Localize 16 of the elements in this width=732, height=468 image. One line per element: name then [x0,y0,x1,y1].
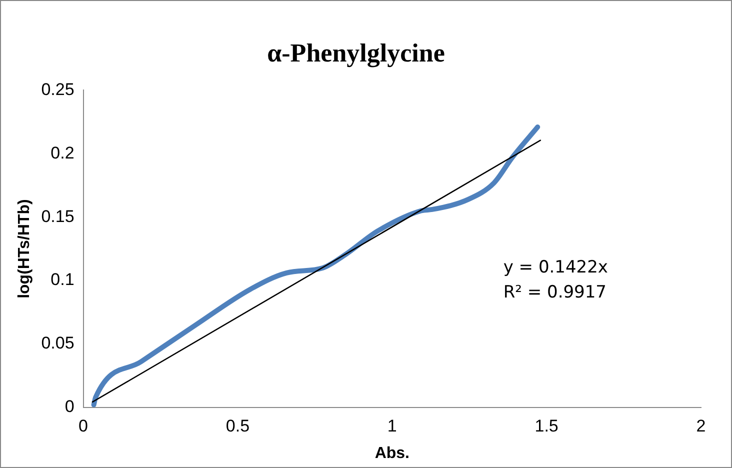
annotation: R² = 0.9917 [503,282,607,303]
x-tick-label: 0 [78,416,88,436]
annotation: y = 0.1422x [503,257,608,278]
y-tick-label: 0.05 [41,334,74,353]
y-tick-label: 0.2 [50,143,74,162]
chart-title: α-Phenylglycine [267,38,445,68]
y-tick-label: 0.15 [41,206,74,226]
x-tick-label: 1 [387,416,397,436]
y-tick-label: 0.1 [50,270,74,290]
y-tick-label: 0 [64,397,74,416]
x-tick-label: 2 [696,416,706,436]
y-axis-title: log(HTs/HTb) [16,199,34,298]
x-tick-label: 1.5 [534,416,558,436]
x-tick-label: 0.5 [226,416,250,436]
x-axis-title: Abs. [374,444,410,462]
y-tick-label: 0.25 [41,80,74,99]
